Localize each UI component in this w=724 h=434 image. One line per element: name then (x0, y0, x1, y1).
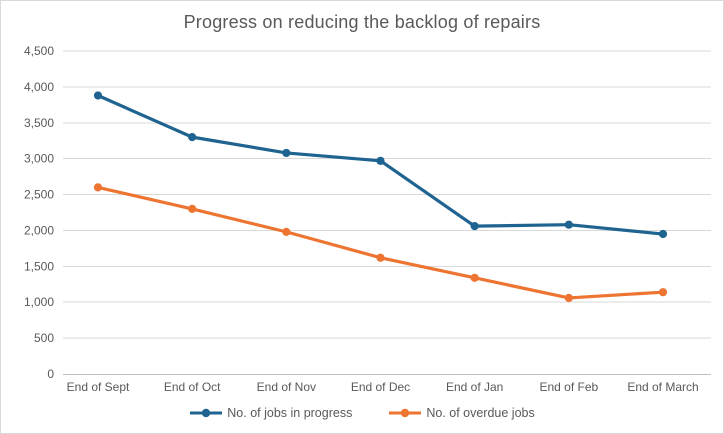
y-axis-tick-label: 500 (34, 331, 54, 345)
chart-legend: No. of jobs in progress No. of overdue j… (1, 401, 723, 425)
x-axis-label: End of Oct (164, 380, 221, 394)
legend-label: No. of overdue jobs (426, 406, 535, 420)
data-point-marker (93, 91, 103, 100)
data-point-marker (93, 183, 103, 192)
y-axis-tick-label: 3,500 (24, 116, 54, 130)
data-point-marker (470, 222, 479, 231)
legend-line-marker-swatch (389, 408, 422, 418)
data-point-marker (376, 156, 385, 165)
y-axis-tick-label: 1,500 (24, 259, 54, 273)
data-point-marker (282, 148, 291, 158)
legend-item-overdue-jobs: No. of overdue jobs (388, 406, 535, 420)
y-axis-tick-label: 3,000 (24, 152, 54, 166)
y-axis-tick-label: 2,000 (24, 223, 54, 237)
series-line-overdue-jobs (96, 185, 665, 300)
chart-title: Progress on reducing the backlog of repa… (183, 12, 541, 32)
legend-item-jobs-in-progress: No. of jobs in progress (189, 406, 352, 420)
y-axis-tick-label: 0 (47, 367, 54, 381)
y-axis-tick-label: 4,000 (24, 80, 54, 94)
y-axis-tick-label: 2,500 (24, 188, 54, 202)
x-axis-label: End of Nov (257, 380, 316, 394)
data-point-marker (564, 293, 573, 303)
y-axis-tick-label: 4,500 (24, 44, 54, 58)
x-axis-label: End of Sept (67, 380, 130, 394)
data-point-marker (564, 220, 573, 229)
x-axis-label: End of March (627, 380, 698, 394)
data-point-marker (470, 273, 479, 282)
y-axis-tick-label: 1,000 (24, 295, 54, 309)
data-point-marker (658, 229, 668, 239)
data-point-marker (188, 204, 197, 214)
data-point-marker (658, 288, 668, 297)
x-axis-label: End of Feb (539, 380, 598, 394)
data-point-marker (376, 253, 385, 262)
legend-line-marker-swatch (190, 408, 223, 418)
data-point-marker (188, 133, 197, 142)
legend-label: No. of jobs in progress (227, 406, 353, 420)
x-axis-label: End of Dec (351, 380, 410, 394)
x-axis-label: End of Jan (446, 380, 503, 394)
data-point-marker (282, 227, 291, 236)
